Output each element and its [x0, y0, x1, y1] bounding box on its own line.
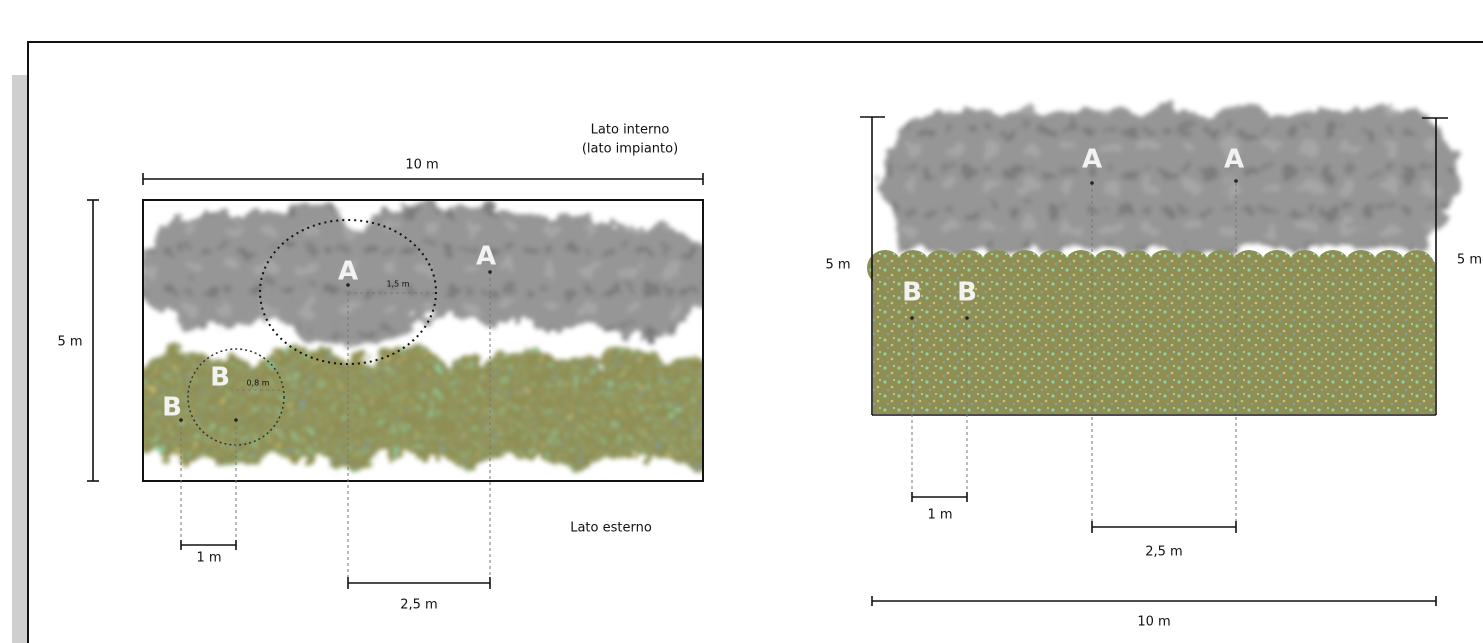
shrub-canopy — [144, 349, 702, 467]
height-label: 5 m — [1457, 253, 1482, 268]
shrub-blob — [867, 250, 903, 286]
plant-point — [179, 418, 183, 422]
shrub-blob — [1231, 250, 1267, 286]
shrub-canopy — [867, 250, 1435, 414]
shrub-blob — [1007, 250, 1043, 286]
plant-point — [1234, 179, 1238, 183]
spacing-label: 1 m — [196, 551, 221, 566]
shrub-label: B — [162, 393, 182, 423]
shrub-label: B — [957, 278, 977, 308]
shrub-blob — [635, 357, 702, 467]
plant-point — [234, 418, 238, 422]
shrub-blob — [1203, 250, 1239, 286]
canopy-blob — [895, 140, 1425, 250]
tree-label: A — [476, 242, 496, 272]
length-label: 10 m — [405, 158, 438, 173]
canopy-blob — [565, 222, 702, 338]
shrub-blob — [1315, 250, 1351, 286]
shrub-blob — [923, 250, 959, 286]
radius-label: 1,5 m — [386, 280, 409, 289]
tree-label: A — [338, 257, 358, 287]
shrub-label: B — [902, 278, 922, 308]
tree-label: A — [1224, 145, 1244, 175]
outer-side-label: Lato esterno — [570, 521, 652, 536]
plant-point — [488, 270, 492, 274]
inner-side-label: Lato interno — [591, 123, 670, 138]
side-bar — [12, 75, 28, 643]
spacing-label: 1 m — [927, 508, 952, 523]
inner-side-label: (lato impianto) — [582, 142, 678, 157]
shrub-blob — [1175, 250, 1211, 286]
radius-label: 0,8 m — [246, 379, 269, 388]
depth-label: 5 m — [57, 335, 82, 350]
shrub-label: B — [210, 363, 230, 393]
shrub-blob — [1119, 250, 1155, 286]
spacing-label: 2,5 m — [400, 598, 437, 613]
plant-point — [1090, 181, 1094, 185]
tree-radius-circle — [259, 219, 437, 365]
tree-label: A — [1082, 145, 1102, 175]
tree-canopy — [144, 204, 702, 350]
length-label: 10 m — [1137, 615, 1170, 630]
shrub-blob — [1035, 250, 1071, 286]
shrub-blob — [1399, 250, 1435, 286]
frame — [27, 41, 1483, 643]
shrub-blob — [1063, 250, 1099, 286]
plant-point — [346, 283, 350, 287]
plot-outline — [142, 199, 704, 482]
shrub-blob — [1147, 250, 1183, 286]
spacing-label: 2,5 m — [1145, 545, 1182, 560]
shrub-blob — [1091, 250, 1127, 286]
tree-canopy — [880, 108, 1460, 252]
shrub-blob — [951, 250, 987, 286]
shrub-blob — [1287, 250, 1323, 286]
plant-point — [910, 316, 914, 320]
shrub-blob — [895, 250, 931, 286]
shrub-blob — [1343, 250, 1379, 286]
shrub-blob — [979, 250, 1015, 286]
height-label: 5 m — [825, 258, 850, 273]
plant-point — [965, 316, 969, 320]
shrub-blob — [1259, 250, 1295, 286]
shrub-blob — [1371, 250, 1407, 286]
